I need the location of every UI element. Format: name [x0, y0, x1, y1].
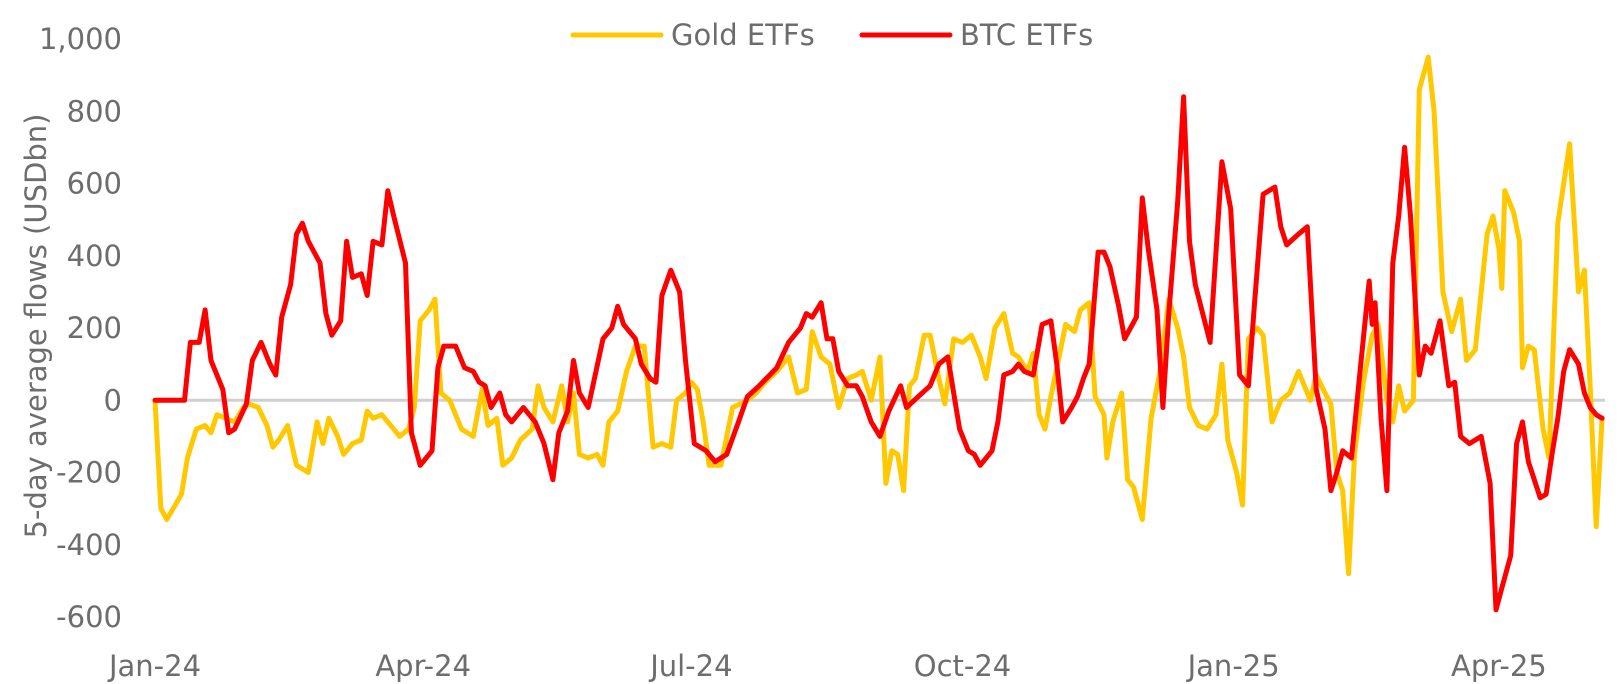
series-btc-etfs — [152, 94, 1605, 613]
y-tick-label: -200 — [56, 456, 122, 490]
x-tick-label: Apr-24 — [375, 649, 471, 683]
y-tick-label: 600 — [67, 167, 122, 201]
y-tick-label: 200 — [67, 311, 122, 345]
y-tick-label: 400 — [67, 239, 122, 273]
y-tick-label: 800 — [67, 94, 122, 128]
series-gold-etfs — [152, 54, 1605, 577]
y-tick-label: -600 — [56, 600, 122, 634]
legend-label-gold-etfs: Gold ETFs — [671, 18, 815, 52]
x-tick-label: Jul-24 — [648, 649, 732, 683]
y-axis-title: 5-day average flows (USDbn) — [19, 114, 53, 539]
x-tick-label: Jan-25 — [1186, 649, 1280, 683]
series-line — [152, 54, 1605, 577]
legend-label-btc-etfs: BTC ETFs — [960, 18, 1093, 52]
y-tick-label: 1,000 — [39, 22, 122, 56]
y-axis-ticks: -600 -400 -200 0 200 400 600 800 1,000 — [39, 22, 122, 634]
legend: Gold ETFs BTC ETFs — [570, 18, 1093, 52]
y-tick-label: 0 — [104, 383, 122, 417]
y-tick-label: -400 — [56, 528, 122, 562]
series-line — [152, 94, 1605, 613]
x-axis-ticks: Jan-24 Apr-24 Jul-24 Oct-24 Jan-25 Apr-25 — [107, 649, 1547, 683]
x-tick-label: Jan-24 — [107, 649, 201, 683]
x-tick-label: Oct-24 — [914, 649, 1012, 683]
series-layer — [152, 54, 1605, 613]
x-tick-label: Apr-25 — [1451, 649, 1547, 683]
